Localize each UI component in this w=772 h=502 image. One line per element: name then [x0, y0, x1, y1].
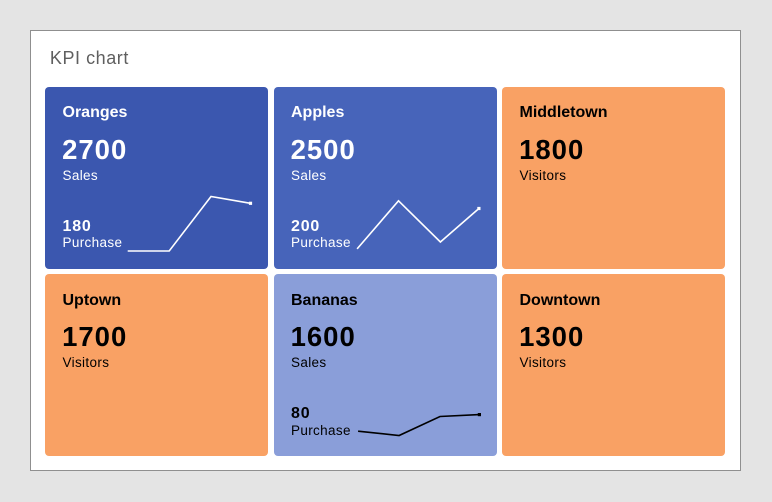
sparkline-purchase-oranges — [127, 195, 253, 252]
tile-secondary-label: Purchase — [291, 235, 351, 251]
tile-metric-label: Sales — [62, 167, 99, 183]
tile-title: Middletown — [519, 104, 608, 122]
kpi-tile-uptown[interactable]: Uptown 1700 Visitors — [45, 274, 268, 456]
tile-title: Downtown — [519, 291, 601, 309]
sparkline-path — [357, 413, 479, 437]
kpi-tile-middletown[interactable]: Middletown 1800 Visitors — [502, 86, 725, 269]
tile-value: 1600 — [290, 321, 356, 353]
sparkline-end-dot — [248, 201, 253, 205]
tile-secondary-label: Purchase — [62, 235, 123, 251]
tile-metric-label: Sales — [291, 167, 327, 183]
tile-secondary-value: 80 — [291, 405, 311, 423]
tile-metric-label: Sales — [291, 355, 327, 371]
tile-metric-label: Visitors — [519, 355, 567, 371]
tile-metric-label: Visitors — [519, 167, 567, 183]
kpi-tile-apples[interactable]: Apples 2500 Sales 200 Purchase — [273, 86, 497, 269]
tile-secondary-value: 200 — [291, 217, 321, 235]
sparkline-end-dot — [477, 413, 481, 417]
tile-title: Uptown — [62, 291, 122, 309]
tile-title: Oranges — [62, 104, 128, 122]
tile-value: 1800 — [519, 133, 585, 165]
page-title: KPI chart — [49, 48, 129, 69]
tile-value: 2700 — [62, 133, 128, 165]
tile-value: 2500 — [290, 133, 356, 165]
sparkline-purchase-apples — [355, 199, 480, 249]
tile-value: 1700 — [62, 321, 128, 353]
tile-secondary-label: Purchase — [291, 422, 351, 438]
sparkline-purchase-bananas — [357, 413, 481, 437]
sparkline-path — [127, 195, 251, 252]
tile-title: Apples — [291, 104, 345, 122]
kpi-tile-downtown[interactable]: Downtown 1300 Visitors — [502, 274, 725, 456]
tile-secondary-value: 180 — [62, 217, 92, 235]
kpi-card-panel: KPI chart Oranges 2700 Sales 180 Purchase App… — [30, 30, 741, 471]
kpi-tile-bananas[interactable]: Bananas 1600 Sales 80 Purchase — [273, 274, 497, 456]
tile-value: 1300 — [519, 321, 585, 353]
sparkline-end-dot — [476, 206, 480, 210]
tile-metric-label: Visitors — [62, 355, 110, 371]
tile-title: Bananas — [291, 291, 358, 309]
kpi-tile-oranges[interactable]: Oranges 2700 Sales 180 Purchase — [45, 86, 268, 269]
sparkline-path — [355, 199, 479, 249]
